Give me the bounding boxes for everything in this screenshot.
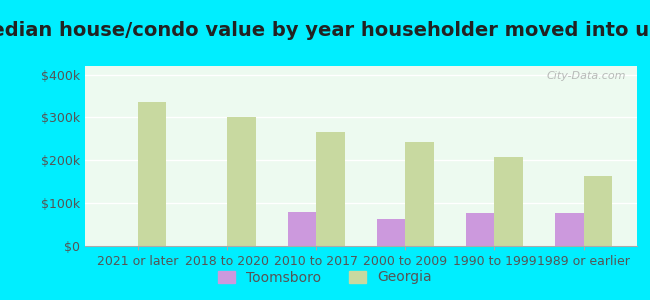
Bar — [288, 212, 316, 246]
Text: City-Data.com: City-Data.com — [547, 71, 626, 81]
Bar — [584, 176, 612, 246]
Bar — [138, 102, 166, 246]
Bar — [227, 117, 255, 246]
Bar — [555, 213, 584, 246]
Bar — [316, 132, 344, 246]
Text: Median house/condo value by year householder moved into unit: Median house/condo value by year househo… — [0, 21, 650, 40]
Bar — [495, 157, 523, 246]
Bar — [406, 142, 434, 246]
Bar — [377, 219, 406, 246]
Legend: Toomsboro, Georgia: Toomsboro, Georgia — [213, 265, 437, 290]
Bar — [466, 213, 495, 246]
